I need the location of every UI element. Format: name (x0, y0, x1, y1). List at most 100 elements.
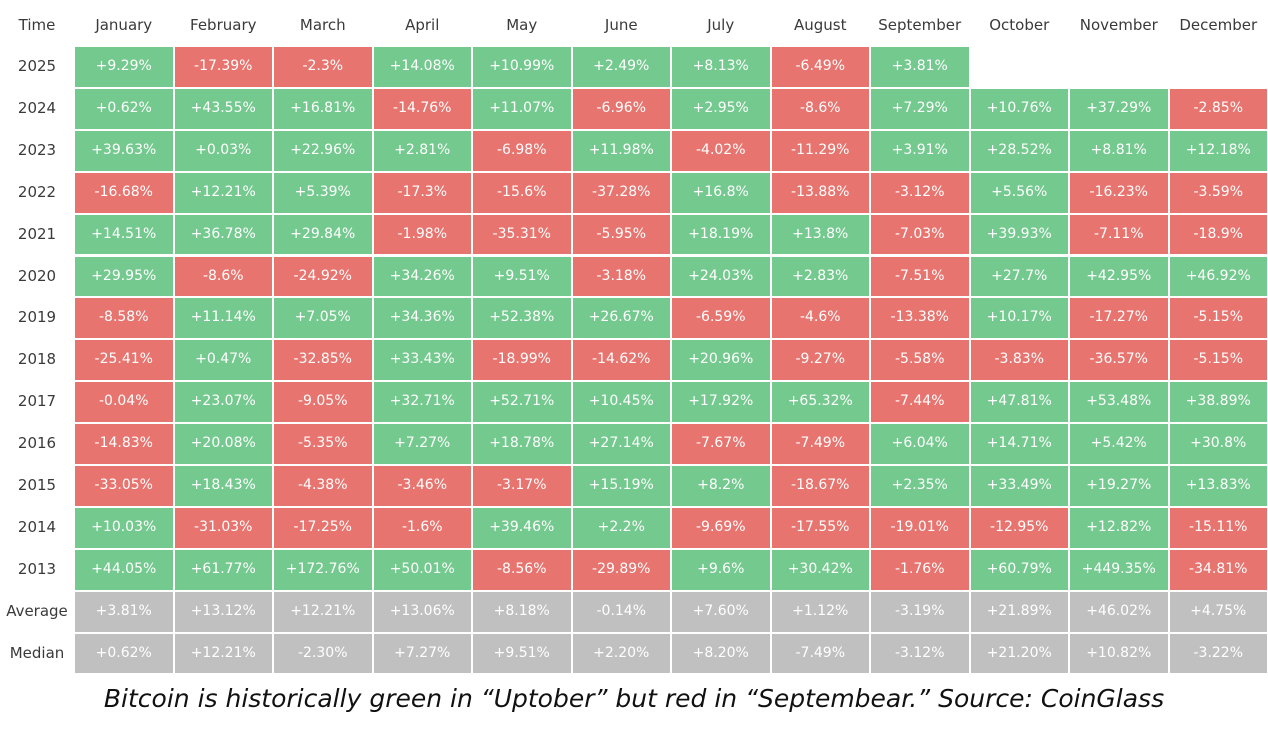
cell-2020-august: +2.83% (770, 255, 870, 298)
cell-2024-december: -2.85% (1168, 87, 1268, 130)
cell-average-june: -0.14% (571, 590, 671, 633)
cell-2024-january: +0.62% (74, 87, 174, 130)
cell-2016-july: -7.67% (671, 423, 771, 465)
cell-2023-december: +12.18% (1168, 129, 1268, 172)
cell-2021-may: -35.31% (472, 213, 572, 256)
cell-2015-july: +8.2% (671, 465, 771, 507)
cell-2016-may: +18.78% (472, 423, 572, 465)
cell-2016-march: -5.35% (273, 423, 373, 465)
cell-2023-july: -4.02% (671, 129, 771, 172)
row-label-2023: 2023 (17, 140, 57, 159)
cell-2024-october: +10.76% (969, 87, 1069, 130)
cell-2024-september: +7.29% (870, 87, 970, 130)
cell-2023-august: -11.29% (770, 129, 870, 172)
cell-average-november: +46.02% (1069, 590, 1169, 633)
cell-2025-april: +14.08% (372, 46, 472, 88)
cell-2015-november: +19.27% (1069, 465, 1169, 507)
cell-2013-june: -29.89% (571, 548, 671, 591)
column-header-october: October (989, 16, 1050, 34)
cell-median-june: +2.20% (571, 632, 671, 675)
cell-2017-march: -9.05% (273, 381, 373, 424)
cell-2013-may: -8.56% (472, 548, 572, 591)
cell-2025-september: +3.81% (870, 46, 970, 88)
cell-2013-july: +9.6% (671, 548, 771, 591)
cell-average-october: +21.89% (969, 590, 1069, 633)
cell-median-august: -7.49% (770, 632, 870, 675)
cell-2020-october: +27.7% (969, 255, 1069, 298)
cell-2015-october: +33.49% (969, 465, 1069, 507)
cell-2014-december: -15.11% (1168, 506, 1268, 549)
cell-2019-february: +11.14% (173, 297, 273, 340)
row-label-average: Average (6, 601, 68, 620)
cell-2023-june: +11.98% (571, 129, 671, 172)
cell-2017-february: +23.07% (173, 381, 273, 424)
cell-2015-march: -4.38% (273, 465, 373, 507)
cell-2025-august: -6.49% (770, 46, 870, 88)
cell-2018-february: +0.47% (173, 339, 273, 382)
cell-2018-january: -25.41% (74, 339, 174, 382)
cell-median-february: +12.21% (173, 632, 273, 675)
column-header-april: April (405, 16, 440, 34)
row-label-2024: 2024 (17, 98, 57, 117)
cell-2023-november: +8.81% (1069, 129, 1169, 172)
column-header-november: November (1079, 16, 1158, 34)
cell-2017-may: +52.71% (472, 381, 572, 424)
cell-2013-november: +449.35% (1069, 548, 1169, 591)
cell-median-march: -2.30% (273, 632, 373, 675)
row-label-median: Median (9, 643, 65, 662)
cell-2015-january: -33.05% (74, 465, 174, 507)
cell-2014-june: +2.2% (571, 506, 671, 549)
cell-2013-october: +60.79% (969, 548, 1069, 591)
cell-2019-september: -13.38% (870, 297, 970, 340)
cell-2016-june: +27.14% (571, 423, 671, 465)
cell-2024-november: +37.29% (1069, 87, 1169, 130)
cell-2017-december: +38.89% (1168, 381, 1268, 424)
cell-2023-march: +22.96% (273, 129, 373, 172)
cell-2021-july: +18.19% (671, 213, 771, 256)
cell-2013-september: -1.76% (870, 548, 970, 591)
cell-2019-january: -8.58% (74, 297, 174, 340)
returns-table: Time January February March April May June July… (6, 16, 1268, 675)
cell-2020-september: -7.51% (870, 255, 970, 298)
cell-2020-june: -3.18% (571, 255, 671, 298)
cell-2016-january: -14.83% (74, 423, 174, 465)
cell-average-july: +7.60% (671, 590, 771, 633)
cell-median-october: +21.20% (969, 632, 1069, 675)
cell-average-august: +1.12% (770, 590, 870, 633)
cell-2020-december: +46.92% (1168, 255, 1268, 298)
cell-average-april: +13.06% (372, 590, 472, 633)
column-header-september: September (878, 16, 962, 34)
cell-2017-january: -0.04% (74, 381, 174, 424)
row-label-2015: 2015 (17, 476, 57, 494)
cell-2016-september: +6.04% (870, 423, 970, 465)
cell-2025-january: +9.29% (74, 46, 174, 88)
cell-2020-january: +29.95% (74, 255, 174, 298)
cell-2017-october: +47.81% (969, 381, 1069, 424)
cell-2024-march: +16.81% (273, 87, 373, 130)
row-label-2013: 2013 (17, 559, 57, 578)
cell-2022-january: -16.68% (74, 171, 174, 214)
cell-median-january: +0.62% (74, 632, 174, 675)
cell-2018-november: -36.57% (1069, 339, 1169, 382)
cell-2014-october: -12.95% (969, 506, 1069, 549)
cell-2023-september: +3.91% (870, 129, 970, 172)
cell-average-february: +13.12% (173, 590, 273, 633)
cell-2018-october: -3.83% (969, 339, 1069, 382)
cell-2021-march: +29.84% (273, 213, 373, 256)
cell-2015-february: +18.43% (173, 465, 273, 507)
cell-2017-august: +65.32% (770, 381, 870, 424)
cell-2024-may: +11.07% (472, 87, 572, 130)
row-label-2017: 2017 (17, 392, 57, 411)
cell-2016-december: +30.8% (1168, 423, 1268, 465)
cell-2014-february: -31.03% (173, 506, 273, 549)
cell-2019-may: +52.38% (472, 297, 572, 340)
corner-label: Time (18, 16, 56, 34)
cell-2017-june: +10.45% (571, 381, 671, 424)
cell-2015-december: +13.83% (1168, 465, 1268, 507)
column-header-december: December (1179, 16, 1258, 34)
cell-2025-february: -17.39% (173, 46, 273, 88)
cell-2024-april: -14.76% (372, 87, 472, 130)
cell-2016-april: +7.27% (372, 423, 472, 465)
cell-2021-january: +14.51% (74, 213, 174, 256)
cell-2014-september: -19.01% (870, 506, 970, 549)
